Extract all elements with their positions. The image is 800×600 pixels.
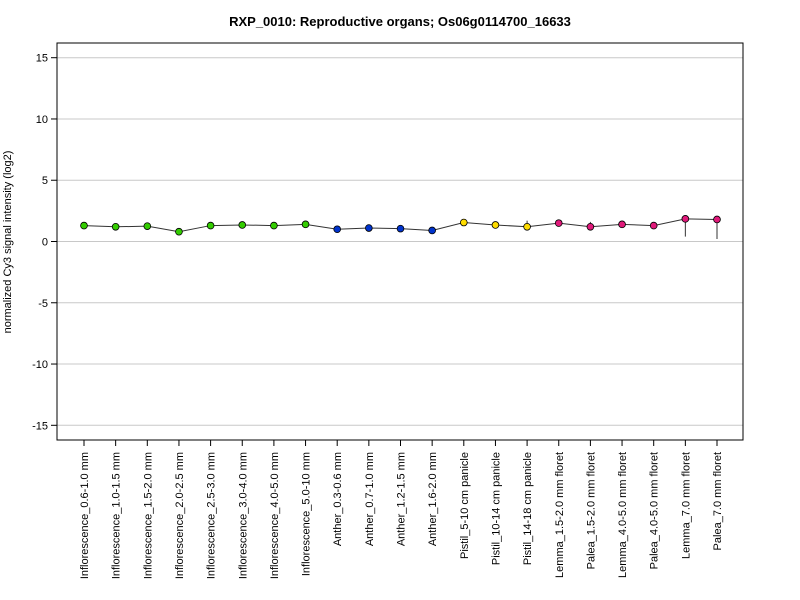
data-point [491, 221, 500, 229]
x-tick-label: Inflorescence_2.5-3.0 mm [206, 452, 218, 579]
x-tick-label: Pistil_5-10 cm panicle [459, 452, 471, 559]
y-tick-label: -10 [32, 359, 48, 371]
x-tick-label: Anther_1.6-2.0 mm [427, 452, 439, 546]
data-point [206, 221, 215, 230]
x-tick-label: Anther_0.3-0.6 mm [332, 452, 344, 546]
data-point [681, 215, 690, 223]
data-point [238, 221, 247, 229]
y-axis: 15 10 5 0 -5 -10 -15 [32, 53, 57, 432]
x-tick-label: Anther_1.2-1.5 mm [396, 452, 408, 546]
data-point [270, 221, 278, 230]
data-point [111, 222, 120, 231]
data-series [80, 215, 721, 240]
x-tick-label: Inflorescence_1.0-1.5 mm [111, 452, 123, 579]
y-axis-label: normalized Cy3 signal intensity (log2) [2, 151, 14, 334]
x-tick-label: Pistil_10-14 cm panicle [490, 452, 502, 565]
x-tick-label: Inflorescence_3.0-4.0 mm [237, 452, 249, 579]
y-tick-label: 15 [36, 53, 48, 65]
y-tick-label: 10 [36, 114, 48, 126]
x-tick-label: Inflorescence_1.5-2.0 mm [142, 452, 154, 579]
x-tick-label: Inflorescence_0.6-1.0 mm [79, 452, 91, 579]
data-point [365, 224, 373, 232]
data-point [618, 220, 626, 229]
data-point [175, 227, 183, 236]
x-tick-label: Inflorescence_4.0-5.0 mm [269, 452, 281, 579]
x-tick-label: Lemma_1.5-2.0 mm floret [554, 452, 566, 578]
data-point [428, 226, 436, 235]
y-tick-label: -5 [38, 298, 48, 310]
gridlines [57, 57, 743, 426]
data-point [459, 218, 468, 227]
data-point [713, 215, 721, 224]
data-point [554, 219, 563, 227]
x-tick-label: Lemma_7.0 mm floret [680, 452, 692, 559]
x-tick-label: Palea_4.0-5.0 mm floret [649, 452, 661, 569]
x-axis: Inflorescence_0.6-1.0 mm Inflorescence_1.… [79, 440, 724, 579]
x-tick-label: Inflorescence_2.0-2.5 mm [174, 452, 186, 579]
y-tick-label: 5 [42, 175, 48, 187]
x-tick-label: Pistil_14-18 cm panicle [522, 452, 534, 565]
data-point [649, 221, 658, 230]
chart-title: RXP_0010: Reproductive organs; Os06g0114… [229, 14, 571, 29]
data-point [333, 225, 342, 234]
y-tick-label: 0 [42, 237, 48, 249]
data-point [301, 220, 310, 229]
data-point [586, 222, 595, 231]
data-point [143, 222, 152, 230]
x-tick-label: Palea_1.5-2.0 mm floret [585, 452, 597, 569]
data-point [396, 224, 405, 233]
y-tick-label: -15 [32, 420, 48, 432]
x-tick-label: Inflorescence_5.0-10 mm [301, 452, 313, 576]
x-tick-label: Palea_7.0 mm floret [712, 452, 724, 550]
x-tick-label: Lemma_4.0-5.0 mm floret [617, 452, 629, 578]
data-point [80, 221, 88, 230]
x-tick-label: Anther_0.7-1.0 mm [364, 452, 376, 546]
data-point [523, 222, 531, 231]
